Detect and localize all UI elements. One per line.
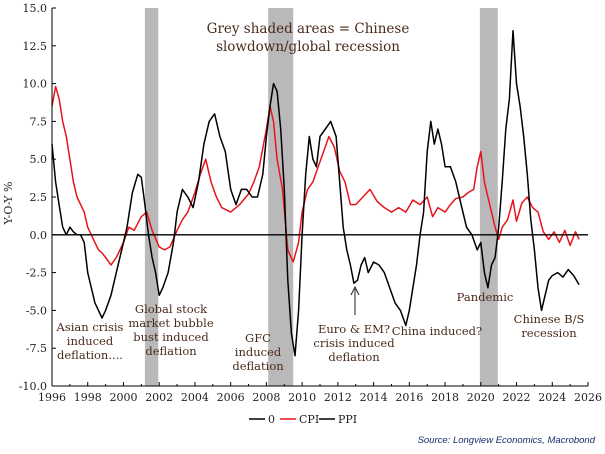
shaded-region-1 xyxy=(144,8,159,386)
x-tick-label: 2002 xyxy=(145,391,173,404)
annotation-euro-2: crisis induced xyxy=(313,336,395,350)
y-tick-label: -7.5 xyxy=(26,342,47,355)
annotation-chinese-bs-1: Chinese B/S xyxy=(514,312,585,326)
series-line-ppi xyxy=(51,29,580,357)
y-tick-label: 5.0 xyxy=(30,153,48,166)
annotation-shaded-note-2: slowdown/global recession xyxy=(216,39,400,55)
annotation-euro-arrowhead xyxy=(350,285,360,296)
x-tick-label: 2018 xyxy=(431,391,459,404)
legend-ppi-label: PPI xyxy=(338,413,357,426)
y-tick-label: 2.5 xyxy=(30,191,48,204)
annotation-asian-1: Asian crisis xyxy=(56,320,124,334)
annotation-gfc-1: GFC xyxy=(245,331,271,345)
x-tick-label: 2004 xyxy=(181,391,209,404)
y-tick-label: 15.0 xyxy=(23,2,48,15)
source-note: Source: Longview Economics, Macrobond xyxy=(418,435,596,446)
annotation-euro-3: deflation xyxy=(328,350,380,364)
series-lines xyxy=(51,29,588,357)
annotation-global-3: bust induced xyxy=(133,330,209,344)
y-tick-label: 12.5 xyxy=(23,40,48,53)
x-tick-label: 2024 xyxy=(538,391,566,404)
annotation-gfc-2: induced xyxy=(235,345,282,359)
x-tick-label: 2012 xyxy=(324,391,352,404)
y-tick-label: -2.5 xyxy=(26,267,47,280)
annotation-asian-3: deflation.... xyxy=(57,348,123,362)
annotation-chinese-bs-2: recession xyxy=(521,326,577,340)
y-tick-label: 10.0 xyxy=(23,78,48,91)
y-axis-label: Y-O-Y % xyxy=(2,182,15,226)
annotation-global-1: Global stock xyxy=(135,302,208,316)
x-tick-label: 2014 xyxy=(360,391,388,404)
legend-cpi-label: CPI xyxy=(299,413,319,426)
x-tick-label: 2008 xyxy=(252,391,280,404)
x-tick-label: 2000 xyxy=(109,391,137,404)
annotation-pandemic: Pandemic xyxy=(457,290,514,304)
y-tick-label: -10.0 xyxy=(19,380,47,393)
x-tick-label: 2020 xyxy=(467,391,495,404)
shaded-region-3 xyxy=(479,8,498,386)
x-tick-label: 2016 xyxy=(395,391,423,404)
annotation-shaded-note-1: Grey shaded areas = Chinese xyxy=(207,21,410,37)
x-tick-label: 2006 xyxy=(217,391,245,404)
x-tick-label: 1998 xyxy=(74,391,102,404)
recession-shading xyxy=(144,8,498,386)
annotation-global-4: deflation xyxy=(145,344,197,358)
shaded-region-2 xyxy=(268,8,294,386)
annotation-china-induced: China induced? xyxy=(392,324,482,338)
annotation-global-2: market bubble xyxy=(128,316,213,330)
y-axis-ticks: -10.0 -7.5 -5.0 -2.5 0.0 2.5 5.0 7.5 10.0 12.5 15.… xyxy=(19,2,56,393)
legend: 0 CPI PPI xyxy=(249,413,357,426)
y-tick-label: 0.0 xyxy=(30,229,48,242)
x-axis-ticks: 1996 1998 2000 2002 2004 2006 2008 2010 2012 2014… xyxy=(38,382,602,404)
x-tick-label: 2010 xyxy=(288,391,316,404)
series-line-cpi xyxy=(51,85,580,266)
annotation-asian-2: induced xyxy=(67,334,114,348)
legend-zero-label: 0 xyxy=(268,413,275,426)
y-tick-label: 7.5 xyxy=(30,115,48,128)
annotation-gfc-3: deflation xyxy=(232,359,284,373)
annotation-euro-1: Euro & EM? xyxy=(318,322,390,336)
x-tick-label: 1996 xyxy=(38,391,66,404)
x-tick-label: 2022 xyxy=(503,391,531,404)
y-tick-label: -5.0 xyxy=(26,304,47,317)
x-tick-label: 2026 xyxy=(574,391,602,404)
